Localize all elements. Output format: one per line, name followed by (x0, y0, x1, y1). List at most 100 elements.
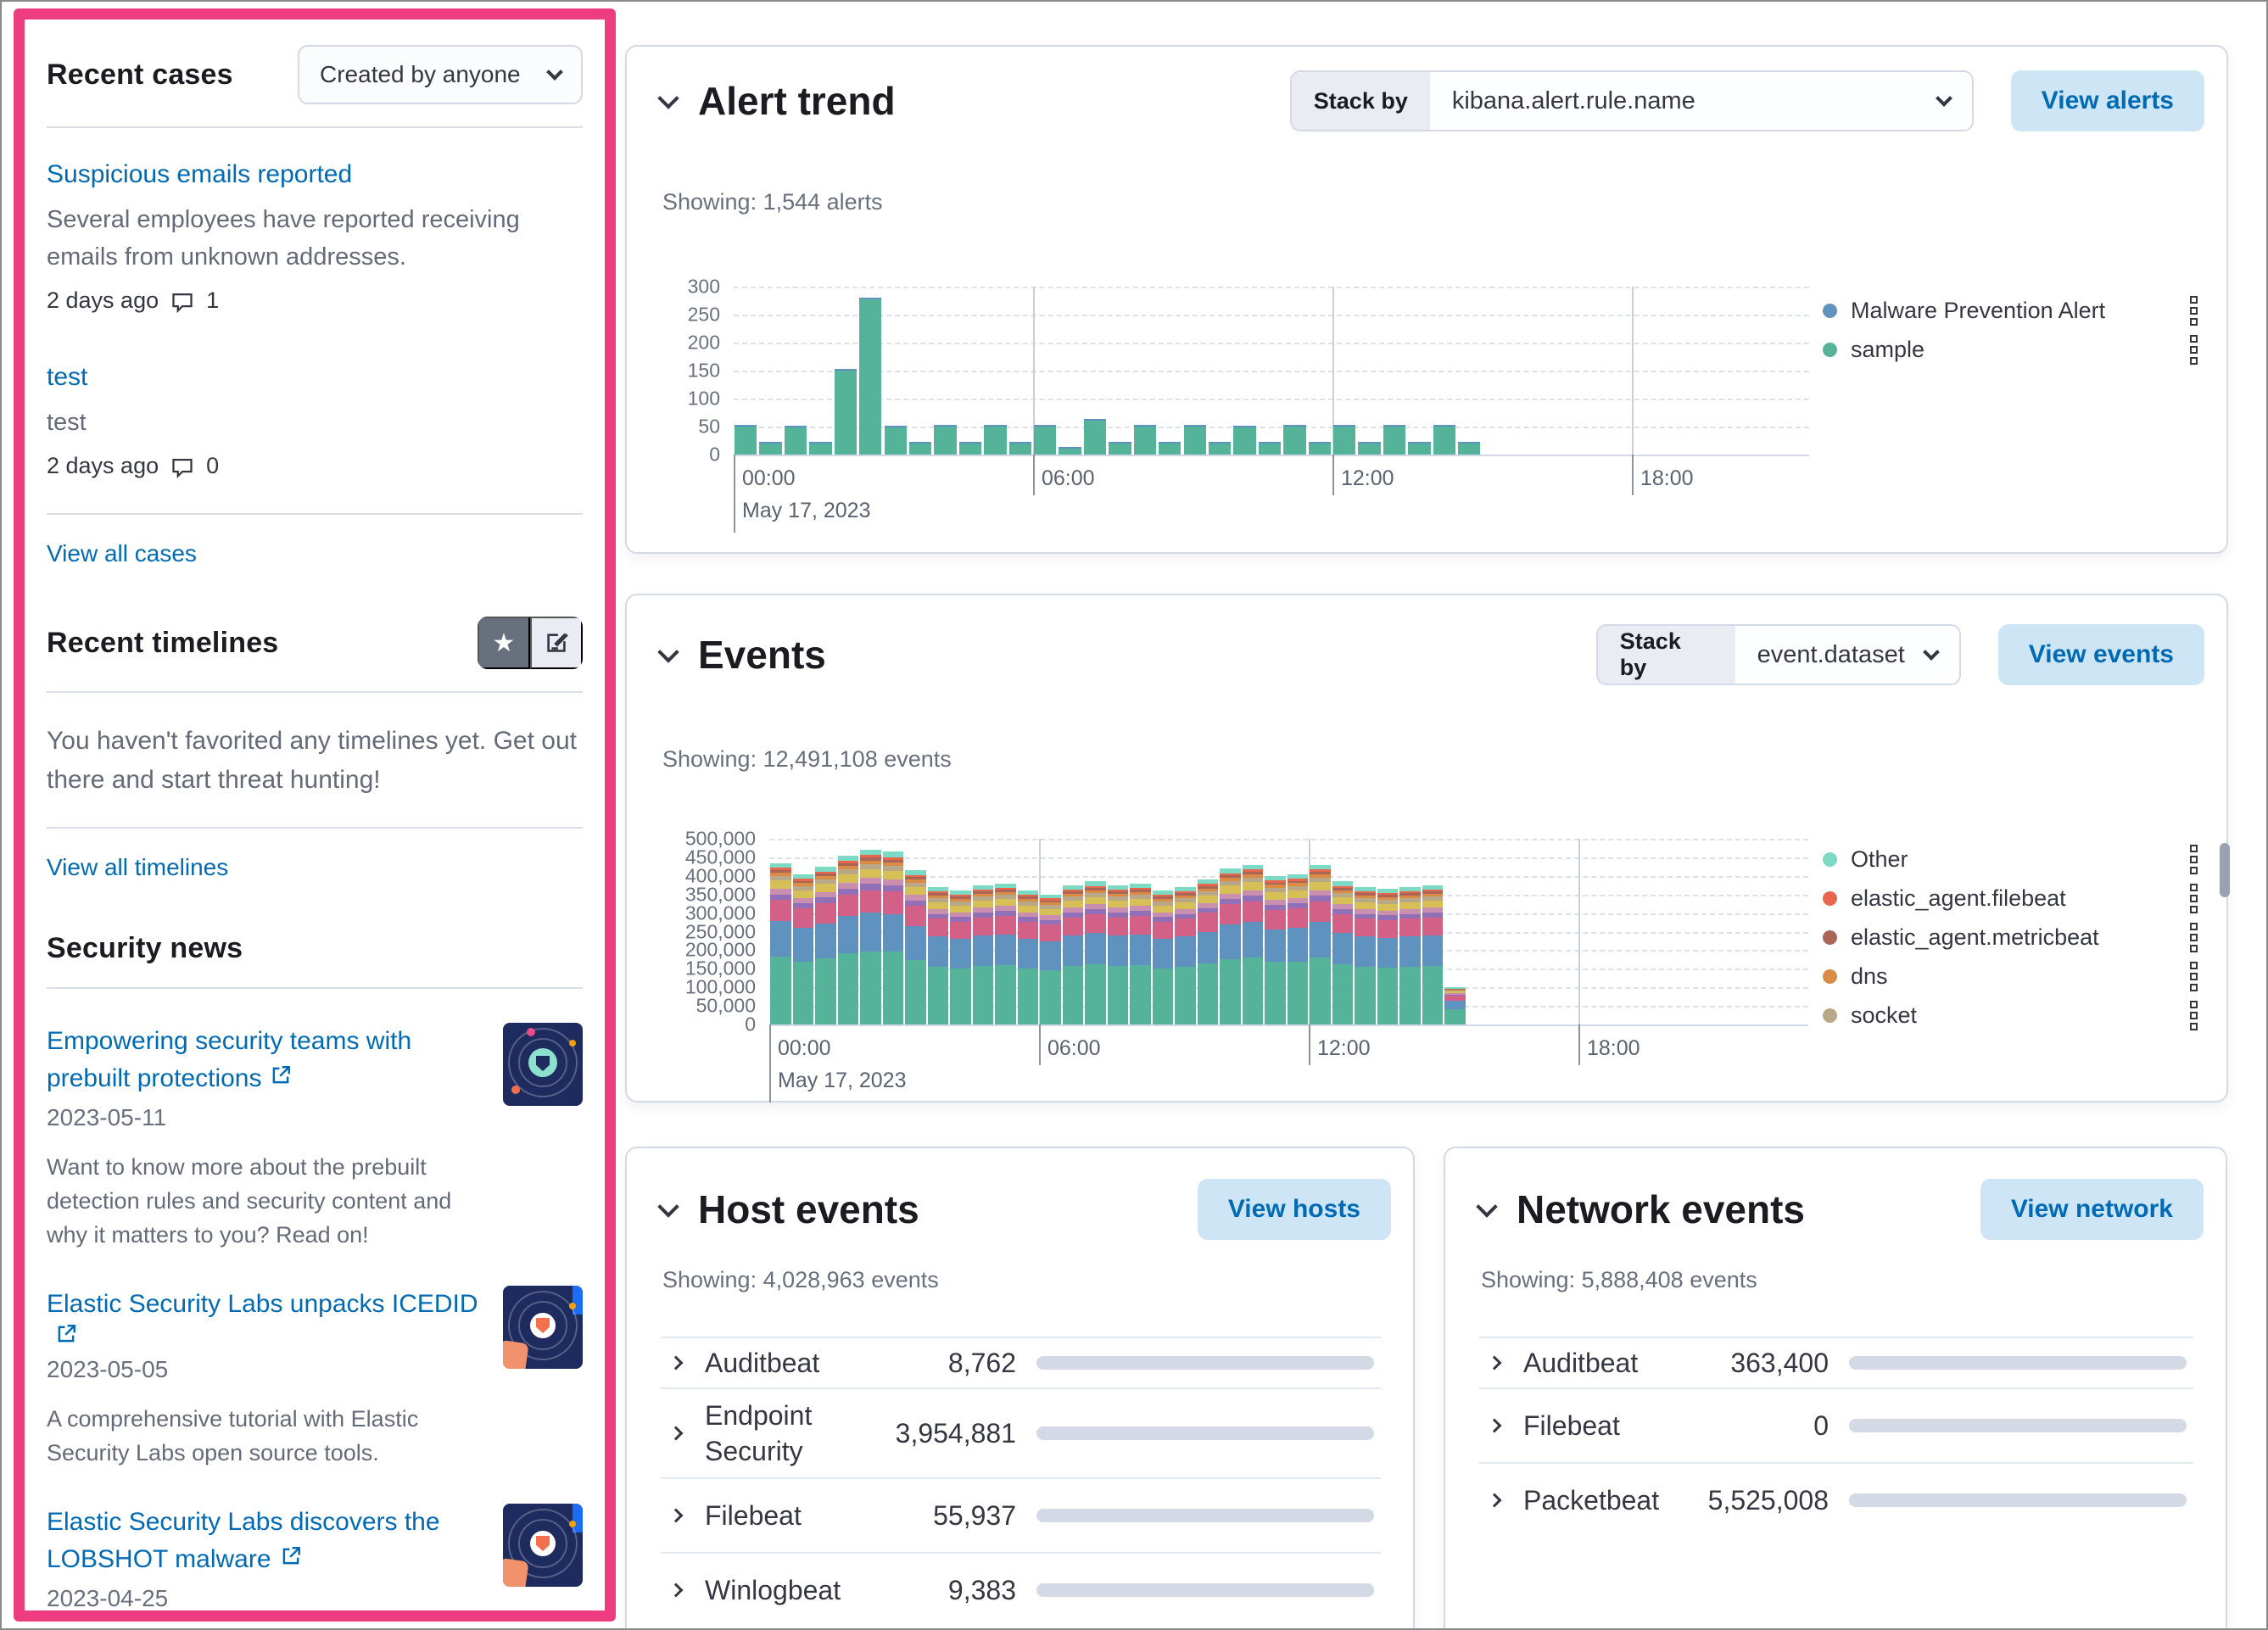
chart-bar (1383, 425, 1406, 455)
edit-timelines-button[interactable] (530, 617, 583, 669)
host-events-panel: Host events View hosts Showing: 4,028,96… (625, 1147, 1415, 1628)
timeline-filter-group: ★ (478, 617, 583, 669)
more-icon[interactable] (2190, 922, 2198, 952)
legend-item[interactable]: elastic_agent.metricbeat (1823, 918, 2221, 957)
legend-dot (1823, 342, 1837, 357)
panel-title: Alert trend (698, 79, 896, 123)
legend-scrollbar[interactable] (2220, 843, 2230, 897)
more-icon[interactable] (2190, 844, 2198, 874)
more-icon[interactable] (2190, 295, 2198, 326)
divider (47, 126, 583, 128)
x-axis-tick: 00:00 (742, 466, 796, 490)
legend-item[interactable]: elastic_agent.filebeat (1823, 879, 2221, 918)
chart-bar (1059, 447, 1081, 455)
chart-bar (1183, 425, 1206, 455)
external-link-icon (270, 1064, 292, 1091)
more-icon[interactable] (2190, 883, 2198, 913)
chart-bar (1040, 894, 1061, 1024)
chart-bar (1159, 441, 1181, 455)
news-date: 2023-05-11 (47, 1104, 167, 1130)
cases-filter-dropdown[interactable]: Created by anyone (298, 45, 583, 104)
chevron-right-icon[interactable] (668, 1583, 684, 1598)
case-link[interactable]: test (47, 363, 88, 391)
y-axis-tick: 150 (687, 359, 720, 382)
collapse-chevron-icon[interactable] (1476, 1196, 1498, 1218)
legend-item[interactable]: Malware Prevention Alert (1823, 291, 2221, 330)
events-stack-by-select[interactable]: event.dataset (1735, 626, 1959, 684)
host-events-table: Auditbeat 8,762 Endpoint Security 3,954,… (661, 1337, 1381, 1627)
progress-bar (1849, 1493, 2187, 1507)
chevron-right-icon[interactable] (668, 1355, 684, 1370)
legend-item[interactable]: socket (1823, 996, 2221, 1035)
events-panel: Events Stack by event.dataset View event… (625, 594, 2230, 1102)
chart-bar (1358, 441, 1381, 455)
alert-trend-panel: Alert trend Stack by kibana.alert.rule.n… (625, 45, 2228, 554)
legend-item[interactable]: dns (1823, 957, 2221, 996)
chart-bar (1265, 875, 1286, 1024)
news-link[interactable]: Elastic Security Labs unpacks ICEDID (47, 1290, 478, 1318)
progress-bar (1036, 1509, 1374, 1522)
alert-stack-by-select[interactable]: kibana.alert.rule.name (1429, 72, 1972, 130)
chart-bar (1208, 441, 1232, 455)
chevron-right-icon[interactable] (1487, 1418, 1502, 1433)
news-link[interactable]: Elastic Security Labs discovers the LOBS… (47, 1508, 440, 1573)
alert-legend: Malware Prevention Alert sample (1823, 291, 2221, 369)
case-comment-count: 0 (206, 453, 220, 478)
beat-value: 9,383 (947, 1574, 1016, 1605)
news-thumbnail[interactable] (503, 1504, 583, 1587)
chart-bar (1283, 425, 1306, 455)
table-row: Filebeat 0 (1479, 1387, 2193, 1462)
more-icon[interactable] (2190, 1000, 2198, 1030)
news-link[interactable]: Empowering security teams with prebuilt … (47, 1027, 412, 1092)
chart-bar (859, 297, 882, 455)
chart-bar (1377, 889, 1398, 1024)
chart-bar (950, 890, 971, 1024)
chevron-right-icon[interactable] (668, 1426, 684, 1441)
chart-bar (958, 441, 982, 455)
chart-bar (1034, 425, 1057, 455)
news-thumbnail[interactable] (503, 1286, 583, 1369)
table-row: Packetbeat 5,525,008 (1479, 1462, 2193, 1537)
collapse-chevron-icon[interactable] (657, 641, 679, 663)
chevron-right-icon[interactable] (1487, 1493, 1502, 1508)
chevron-right-icon[interactable] (668, 1508, 684, 1523)
news-thumbnail[interactable] (503, 1023, 583, 1106)
view-network-button[interactable]: View network (1980, 1179, 2204, 1240)
case-item: test test 2 days ago 0 (47, 363, 583, 479)
chevron-right-icon[interactable] (1487, 1355, 1502, 1370)
legend-label: sample (1851, 336, 1925, 362)
collapse-chevron-icon[interactable] (657, 1196, 679, 1218)
chart-bar (834, 369, 857, 455)
chart-bar (815, 866, 836, 1024)
case-comment-count: 1 (206, 287, 220, 313)
x-axis-tick: 06:00 (1042, 466, 1095, 490)
view-events-button[interactable]: View events (1997, 624, 2204, 685)
events-stack-by-control[interactable]: Stack by event.dataset (1595, 624, 1961, 685)
more-icon[interactable] (2190, 961, 2198, 991)
chart-bar (770, 862, 791, 1024)
more-icon[interactable] (2190, 334, 2198, 365)
network-events-heading: Network events (1476, 1186, 1805, 1232)
view-alerts-button[interactable]: View alerts (2010, 70, 2204, 131)
recent-cases-header: Recent cases Created by anyone (47, 45, 583, 104)
view-all-cases-link[interactable]: View all cases (47, 540, 197, 567)
x-axis-tick: 06:00 (1047, 1036, 1101, 1060)
chart-bar (1133, 425, 1157, 455)
view-all-timelines-link[interactable]: View all timelines (47, 854, 229, 880)
collapse-chevron-icon[interactable] (657, 87, 679, 109)
view-hosts-button[interactable]: View hosts (1197, 1179, 1391, 1240)
y-axis-tick: 250 (687, 303, 720, 326)
alert-stack-by-control[interactable]: Stack by kibana.alert.rule.name (1289, 70, 1974, 131)
legend-item[interactable]: Other (1823, 840, 2221, 879)
legend-dot (1823, 890, 1837, 906)
events-showing-count: Showing: 12,491,108 events (662, 746, 952, 772)
edit-icon (547, 633, 568, 652)
legend-item[interactable]: sample (1823, 330, 2221, 369)
chart-bar (1287, 874, 1308, 1024)
news-date: 2023-04-25 (47, 1585, 169, 1610)
case-link[interactable]: Suspicious emails reported (47, 160, 353, 188)
x-axis-tick: 18:00 (1640, 466, 1694, 490)
chart-bar (735, 425, 757, 455)
favorites-filter-button[interactable]: ★ (478, 617, 530, 669)
